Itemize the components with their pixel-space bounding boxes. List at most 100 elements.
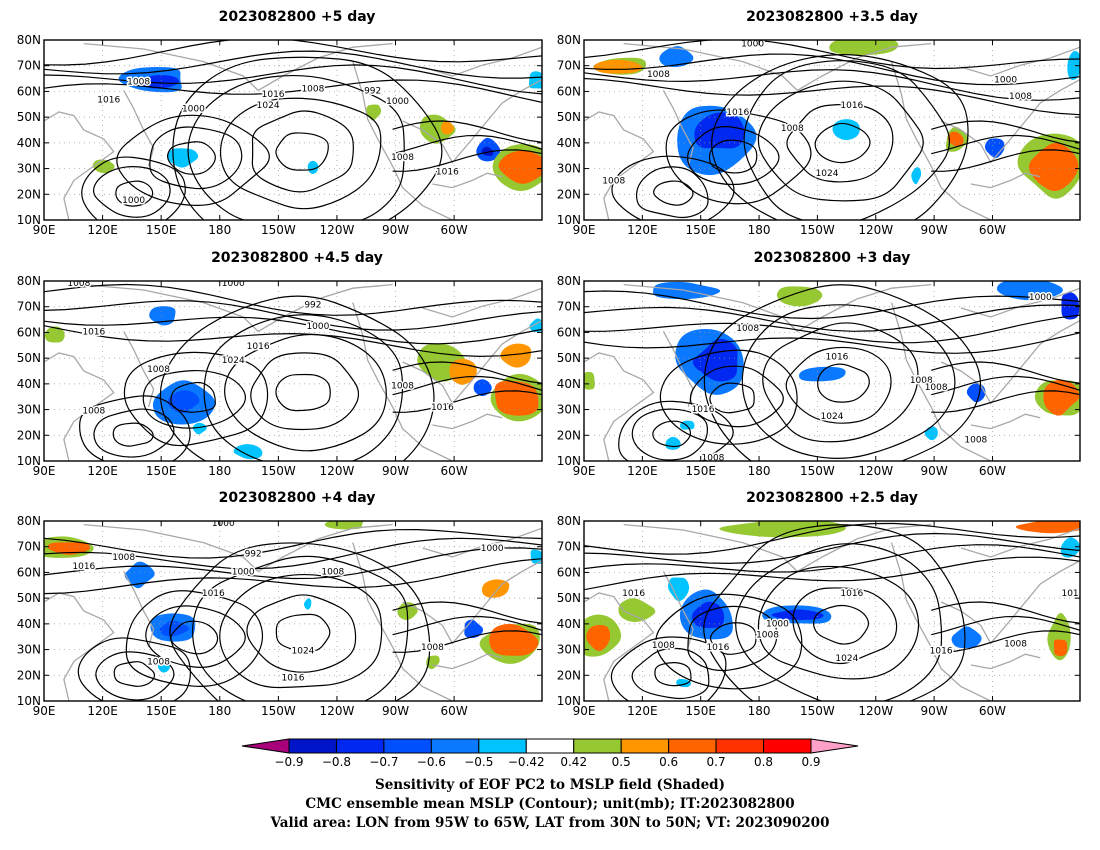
colorbar-segment	[478, 738, 527, 754]
x-tick-label: 90E	[33, 704, 56, 718]
y-tick-label: 70N	[17, 300, 41, 314]
contour-label: 1008	[736, 324, 759, 334]
shaded-sensitivity-area	[719, 521, 846, 538]
shaded-sensitivity-area	[473, 379, 492, 397]
colorbar-segment	[288, 738, 337, 754]
coastline	[960, 527, 1080, 558]
x-tick-label: 120E	[627, 464, 658, 478]
contour-label: 1016	[692, 405, 715, 415]
x-tick-label: 150E	[685, 464, 716, 478]
pressure-contour	[392, 375, 542, 396]
shaded-sensitivity-area	[1067, 50, 1080, 80]
colorbar-label: −0.42	[508, 755, 545, 769]
contour-label: 1016	[826, 353, 849, 363]
shaded-sensitivity-area	[233, 444, 263, 460]
coastline	[890, 61, 991, 220]
y-tick-label: 50N	[557, 351, 581, 365]
colorbar-extend-high	[810, 738, 859, 754]
colorbar-segment	[668, 738, 717, 754]
pressure-contour	[44, 316, 542, 345]
contour-label: 1000	[994, 76, 1017, 86]
pressure-contour	[275, 132, 329, 171]
pressure-contour	[172, 56, 443, 220]
y-tick-label: 30N	[557, 403, 581, 417]
pressure-contour	[44, 528, 542, 559]
coastline	[422, 46, 542, 77]
x-tick-label: 150E	[146, 223, 177, 237]
y-tick-label: 60N	[17, 325, 41, 339]
colorbar-segment	[620, 738, 670, 754]
pressure-contour	[219, 97, 382, 210]
caption-line-2: CMC ensemble mean MSLP (Contour); unit(m…	[305, 796, 795, 812]
shaded-sensitivity-area	[584, 371, 595, 390]
coastline	[662, 331, 694, 408]
pressure-contour	[817, 363, 870, 403]
y-tick-label: 70N	[17, 59, 41, 73]
coastline	[123, 331, 155, 408]
contour-label: 1024	[835, 654, 858, 664]
y-tick-label: 50N	[557, 591, 581, 605]
coastline	[123, 571, 155, 648]
x-tick-label: 90W	[921, 223, 948, 237]
y-tick-label: 50N	[17, 351, 41, 365]
pressure-contour	[584, 532, 1080, 565]
shaded-sensitivity-area	[528, 71, 542, 89]
x-tick-label: 150E	[685, 704, 716, 718]
y-tick-label: 70N	[17, 540, 41, 554]
y-tick-label: 60N	[557, 565, 581, 579]
x-tick-label: 90E	[33, 464, 56, 478]
coastline	[940, 560, 1080, 645]
pressure-contour	[44, 325, 542, 358]
contour-label: 1000	[1029, 293, 1052, 303]
pressure-contour	[611, 155, 735, 220]
colorbar-segment	[525, 738, 575, 754]
y-tick-label: 80N	[17, 514, 41, 528]
contour-label: 1000	[222, 279, 245, 289]
pressure-contour	[652, 420, 692, 448]
pressure-contour	[392, 630, 542, 653]
colorbar-label: 0.7	[707, 755, 726, 769]
x-tick-label: 180	[748, 223, 771, 237]
pressure-contour	[44, 283, 542, 316]
pressure-contour	[931, 630, 1080, 653]
coastline	[584, 111, 655, 220]
shaded-sensitivity-area	[307, 160, 319, 174]
colorbar-extend-low	[241, 738, 290, 754]
x-tick-label: 120E	[87, 704, 118, 718]
contour-label: 1008	[127, 77, 150, 87]
contour-label: 1016	[706, 643, 729, 653]
y-tick-label: 20N	[17, 668, 41, 682]
x-tick-label: 90W	[382, 704, 409, 718]
shaded-sensitivity-area	[951, 626, 982, 649]
contour-label: 1000	[481, 544, 504, 554]
colorbar-label: 0.8	[754, 755, 773, 769]
x-tick-label: 120E	[627, 223, 658, 237]
pressure-contour	[81, 156, 186, 220]
contour-label: 1016	[202, 589, 225, 599]
x-tick-label: 120W	[320, 464, 355, 478]
pressure-contour	[757, 80, 924, 202]
shaded-sensitivity-area	[530, 549, 542, 564]
pressure-contour	[584, 53, 1080, 86]
map-panel-2: 2023082800 +3.5 day100010081016100810161…	[557, 9, 1081, 237]
x-tick-label: 150W	[800, 464, 835, 478]
coastline	[890, 302, 991, 461]
contour-label: 1008	[147, 365, 170, 375]
y-tick-label: 60N	[17, 84, 41, 98]
contour-label: 1016	[282, 674, 305, 684]
x-tick-label: 150W	[261, 464, 296, 478]
colorbar-segment	[763, 738, 812, 754]
pressure-contour	[931, 361, 1080, 384]
pressure-contour	[659, 349, 798, 445]
pressure-contour	[631, 408, 708, 461]
shaded-sensitivity-area	[500, 343, 532, 368]
pressure-contour	[931, 375, 1080, 396]
y-tick-label: 40N	[557, 136, 581, 150]
caption-line-3: Valid area: LON from 95W to 65W, LAT fro…	[270, 815, 830, 831]
shaded-sensitivity-area	[47, 542, 91, 555]
pressure-contour	[392, 120, 542, 143]
shaded-sensitivity-area	[924, 426, 938, 441]
x-tick-label: 60W	[441, 223, 468, 237]
map-plot-area: 1000 1008 1016 1008 1016 1024 1000 1008 1008	[584, 40, 1080, 220]
